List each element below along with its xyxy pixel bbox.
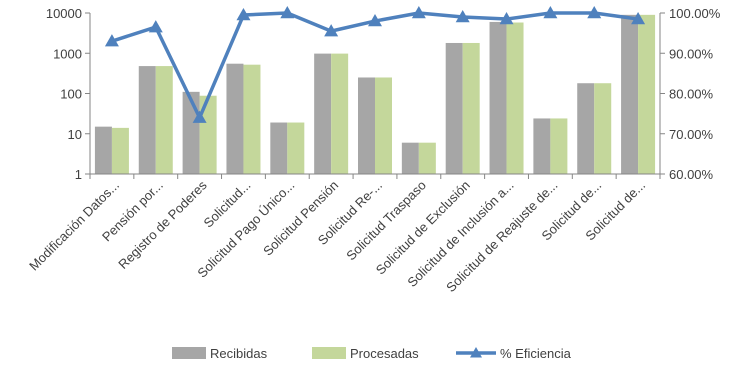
category-label: Solicitud Traspaso [343,178,429,264]
eficiencia-point [104,34,119,47]
left-tick-label: 1000 [53,46,82,61]
bar-recibidas [358,77,375,174]
eficiencia-point [324,24,339,37]
bar-recibidas [621,14,639,175]
legend-label: % Eficiencia [500,346,572,361]
eficiencia-point [587,6,602,19]
bar-recibidas [226,63,244,174]
bar-recibidas [401,142,419,174]
bar-recibidas [445,42,463,174]
x-axis [89,173,661,179]
bar-procesadas [199,95,217,174]
left-tick-label: 10000 [46,6,82,21]
bar-recibidas [577,83,595,174]
eficiencia-point [148,20,163,33]
bar-procesadas [111,127,129,174]
left-tick-label: 1 [75,167,82,182]
right-tick-label: 60.00% [669,167,714,182]
bar-procesadas [155,66,173,174]
bar-procesadas [506,22,524,175]
right-tick-label: 80.00% [669,87,714,102]
legend-swatch-recibidas [172,347,206,359]
legend-swatch-eficiencia-marker [470,347,482,358]
left-axis: 1 10 100 1000 10000 [46,6,91,182]
eficiencia-point [411,6,426,19]
legend-swatch-procesadas [312,347,346,359]
bar-procesadas [594,83,612,174]
bar-procesadas [418,142,436,174]
eficiencia-point [455,10,470,23]
eficiencia-point [236,8,251,21]
right-tick-label: 90.00% [669,46,714,61]
eficiencia-point [280,6,295,19]
bar-procesadas [638,14,656,175]
bar-series-group [94,14,656,175]
category-label: Solicitud Pensión [260,178,341,259]
right-axis: 60.00% 70.00% 80.00% 90.00% 100.00% [659,6,721,182]
line-series-group [104,6,646,123]
eficiencia-point [192,110,207,123]
right-tick-label: 70.00% [669,127,714,142]
left-tick-label: 100 [60,87,82,102]
eficiencia-point [631,12,646,25]
bar-procesadas [243,64,261,174]
bar-procesadas [550,118,568,174]
eficiencia-point [543,6,558,19]
legend-label: Recibidas [210,346,268,361]
legend-label: Procesadas [350,346,419,361]
bar-procesadas [375,77,392,174]
bar-recibidas [182,91,200,174]
category-label: Registro de Poderes [115,177,210,272]
bar-recibidas [533,118,551,174]
bar-recibidas [94,126,112,174]
bar-procesadas [287,122,305,174]
bar-recibidas [270,122,288,174]
legend: Recibidas Procesadas % Eficiencia [172,346,572,361]
bar-recibidas [489,21,507,174]
bar-recibidas [314,53,332,174]
bar-recibidas [138,66,156,174]
eficiencia-point [368,14,382,27]
right-tick-label: 100.00% [669,6,721,21]
eficiencia-point [499,12,514,25]
left-tick-label: 10 [68,127,82,142]
category-labels: Modificación Datos...Pensión por...Regis… [26,177,648,295]
bar-procesadas [331,53,349,174]
bar-procesadas [462,42,480,174]
